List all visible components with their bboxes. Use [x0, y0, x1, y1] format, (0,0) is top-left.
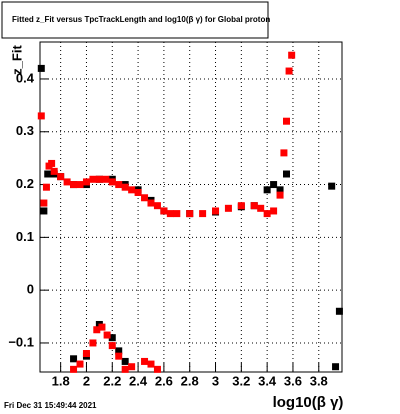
marker — [160, 207, 168, 215]
marker — [70, 365, 78, 373]
marker — [37, 64, 45, 72]
marker — [89, 339, 97, 347]
marker — [173, 210, 181, 218]
y-tick-label: −0.1 — [8, 334, 34, 349]
marker — [270, 207, 278, 215]
marker — [89, 175, 97, 183]
marker — [199, 210, 207, 218]
marker — [115, 347, 123, 355]
marker — [108, 334, 116, 342]
title-box — [1, 1, 269, 39]
marker — [263, 210, 271, 218]
marker — [82, 350, 90, 358]
marker — [40, 199, 48, 207]
x-axis-label: log10(β γ) — [273, 394, 344, 411]
x-tick-label: 3.4 — [258, 373, 277, 388]
marker — [276, 186, 284, 194]
marker — [285, 67, 293, 75]
y-tick-label: 0.4 — [16, 70, 35, 85]
marker — [288, 51, 296, 59]
marker — [328, 182, 336, 190]
marker — [93, 326, 101, 334]
x-tick-label: 2.8 — [181, 373, 199, 388]
marker — [121, 183, 129, 191]
chart-title: Fitted z_Fit versus TpcTrackLength and l… — [12, 15, 270, 24]
marker — [280, 149, 288, 157]
marker — [270, 181, 278, 189]
marker — [40, 207, 48, 215]
marker — [153, 365, 161, 373]
x-tick-label: 3.6 — [284, 373, 302, 388]
marker — [121, 365, 129, 373]
marker — [76, 181, 84, 189]
marker — [134, 188, 142, 196]
y-tick-label: 0.3 — [16, 123, 34, 138]
marker — [283, 170, 291, 178]
marker — [166, 210, 174, 218]
marker — [147, 360, 155, 368]
marker — [276, 191, 284, 199]
x-tick-label: 3 — [212, 373, 219, 388]
marker — [44, 170, 52, 178]
x-tick-label: 2.4 — [129, 373, 148, 388]
marker — [141, 194, 149, 202]
marker — [332, 363, 340, 371]
marker — [115, 181, 123, 189]
marker — [212, 207, 220, 215]
marker — [335, 307, 343, 315]
plot-frame — [39, 41, 343, 373]
marker — [237, 202, 245, 210]
marker — [95, 175, 103, 183]
marker — [102, 175, 110, 183]
marker — [108, 178, 116, 186]
marker — [186, 210, 194, 218]
marker — [283, 117, 291, 125]
marker — [115, 352, 123, 360]
y-tick-label: 0 — [27, 282, 34, 297]
marker — [70, 355, 78, 363]
marker — [257, 204, 265, 212]
marker — [108, 342, 116, 350]
marker — [250, 202, 258, 210]
x-tick-label: 1.8 — [52, 373, 70, 388]
x-tick-label: 2.2 — [103, 373, 121, 388]
marker — [141, 357, 149, 365]
marker — [63, 178, 71, 186]
x-tick-label: 3.2 — [232, 373, 250, 388]
marker — [147, 199, 155, 207]
marker — [98, 323, 106, 331]
marker — [70, 181, 78, 189]
x-tick-label: 2 — [83, 373, 90, 388]
marker — [50, 167, 58, 175]
marker — [82, 178, 90, 186]
marker — [128, 186, 136, 194]
marker — [103, 331, 111, 339]
marker — [224, 204, 232, 212]
marker — [42, 183, 50, 191]
marker — [121, 357, 129, 365]
marker — [76, 360, 84, 368]
marker — [153, 202, 161, 210]
marker — [37, 112, 45, 120]
y-tick-label: 0.1 — [16, 229, 34, 244]
marker — [128, 363, 136, 371]
y-tick-label: 0.2 — [16, 176, 34, 191]
marker — [48, 159, 56, 167]
marker — [57, 173, 65, 181]
y-axis-label: z_Fit — [9, 45, 24, 75]
x-tick-label: 3.8 — [310, 373, 328, 388]
marker — [263, 186, 271, 194]
timestamp: Fri Dec 31 15:49:44 2021 — [4, 401, 97, 410]
x-tick-label: 2.6 — [155, 373, 173, 388]
